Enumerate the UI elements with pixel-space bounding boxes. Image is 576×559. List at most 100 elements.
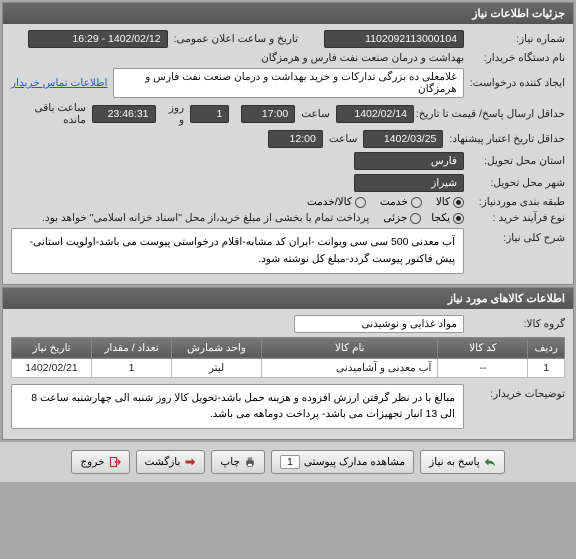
creator-label: ایجاد کننده درخواست: xyxy=(470,77,565,89)
radio-khadmat-label: خدمت xyxy=(380,196,408,208)
th-date: تاریخ نیاز xyxy=(12,337,92,358)
print-icon xyxy=(244,456,256,468)
respond-label: پاسخ به نیاز xyxy=(429,456,479,468)
contract-note: پرداخت تمام یا بخشی از مبلغ خرید،از محل … xyxy=(42,212,369,224)
row-contract: نوع فرآیند خرید : یکجا جزئی پرداخت تمام … xyxy=(11,212,565,224)
deadline-date: 1402/02/14 xyxy=(336,105,414,123)
th-name: نام کالا xyxy=(262,337,438,358)
validity-date: 1402/03/25 xyxy=(363,130,443,148)
table-header-row: ردیف کد کالا نام کالا واحد شمارش تعداد /… xyxy=(12,337,565,358)
announce-label: تاریخ و ساعت اعلان عمومی: xyxy=(174,33,298,45)
cell-date: 1402/02/21 xyxy=(12,358,92,377)
cell-unit: لیتر xyxy=(172,358,262,377)
radio-dot-icon xyxy=(453,197,464,208)
radio-kala[interactable]: کالا xyxy=(436,196,464,208)
th-row: ردیف xyxy=(528,337,565,358)
creator-value: غلامعلی ده بزرگی تدارکات و خرید بهداشت و… xyxy=(113,68,463,98)
row-category: طبقه بندی موردنیاز: کالا خدمت کالا/خدمت xyxy=(11,196,565,208)
group-value: مواد غذایی و نوشیدنی xyxy=(294,315,464,333)
table-row[interactable]: 1 -- آب معدنی و آشامیدنی لیتر 1 1402/02/… xyxy=(12,358,565,377)
deadline-days-lbl: روز و xyxy=(162,102,185,126)
city-value: شیراز xyxy=(354,174,464,192)
goods-panel-header: اطلاعات کالاهای مورد نیاز xyxy=(3,288,573,309)
validity-label: حداقل تاریخ اعتبار پیشنهاد: xyxy=(449,133,565,145)
info-panel: جزئیات اطلاعات نیاز شماره نیاز: 11020921… xyxy=(2,2,574,285)
cell-name: آب معدنی و آشامیدنی xyxy=(262,358,438,377)
radio-dot-icon xyxy=(410,213,421,224)
row-org: نام دستگاه خریدار: بهداشت و درمان صنعت ن… xyxy=(11,52,565,64)
deadline-days: 1 xyxy=(190,105,229,123)
contract-radio-group: یکجا جزئی xyxy=(383,212,464,224)
province-label: استان محل تحویل: xyxy=(470,155,565,167)
need-no-label: شماره نیاز: xyxy=(470,33,565,45)
row-main-desc: شرح کلی نیاز: آب معدنی 500 سی سی ویوانت … xyxy=(11,228,565,274)
row-deadline: حداقل ارسال پاسخ/ قیمت تا تاریخ: 1402/02… xyxy=(11,102,565,126)
org-label: نام دستگاه خریدار: xyxy=(470,52,565,64)
radio-both[interactable]: کالا/خدمت xyxy=(307,196,366,208)
city-label: شهر محل تحویل: xyxy=(470,177,565,189)
info-panel-body: شماره نیاز: 1102092113000104 تاریخ و ساع… xyxy=(3,24,573,284)
attach-label: مشاهده مدارک پیوستی xyxy=(304,456,405,468)
deadline-label: حداقل ارسال پاسخ/ قیمت تا تاریخ: xyxy=(420,108,565,120)
respond-button[interactable]: پاسخ به نیاز xyxy=(420,450,504,474)
exit-label: خروج xyxy=(80,456,104,468)
info-panel-header: جزئیات اطلاعات نیاز xyxy=(3,3,573,24)
reply-icon xyxy=(484,456,496,468)
buyer-note-label: توضیحات خریدار: xyxy=(470,384,565,400)
announce-value: 1402/02/12 - 16:29 xyxy=(28,30,168,48)
buyer-note-value: مبالغ با در نظر گرفتن ارزش افزوده و هزین… xyxy=(11,384,464,430)
cell-row: 1 xyxy=(528,358,565,377)
contract-label: نوع فرآیند خرید : xyxy=(470,212,565,224)
category-radio-group: کالا خدمت کالا/خدمت xyxy=(307,196,464,208)
validity-hour: 12:00 xyxy=(268,130,323,148)
need-no-value: 1102092113000104 xyxy=(324,30,464,48)
back-icon xyxy=(184,456,196,468)
deadline-remain: ساعت باقی مانده xyxy=(11,102,86,126)
radio-full-label: یکجا xyxy=(431,212,450,224)
radio-both-label: کالا/خدمت xyxy=(307,196,352,208)
row-buyer-note: توضیحات خریدار: مبالغ با در نظر گرفتن ار… xyxy=(11,384,565,430)
province-value: فارس xyxy=(354,152,464,170)
main-desc-label: شرح کلی نیاز: xyxy=(470,228,565,244)
deadline-hour: 17:00 xyxy=(241,105,295,123)
contact-link[interactable]: اطلاعات تماس خریدار xyxy=(11,77,107,89)
radio-full[interactable]: یکجا xyxy=(431,212,464,224)
cell-code: -- xyxy=(438,358,528,377)
validity-hour-lbl: ساعت xyxy=(329,133,358,145)
row-city: شهر محل تحویل: شیراز xyxy=(11,174,565,192)
button-bar: پاسخ به نیاز مشاهده مدارک پیوستی 1 چاپ ب… xyxy=(0,442,576,482)
exit-button[interactable]: خروج xyxy=(71,450,129,474)
main-desc-value: آب معدنی 500 سی سی ویوانت -ایران کد مشاب… xyxy=(11,228,464,274)
attach-count: 1 xyxy=(280,455,300,469)
deadline-countdown: 23:46:31 xyxy=(92,105,156,123)
row-validity: حداقل تاریخ اعتبار پیشنهاد: 1402/03/25 س… xyxy=(11,130,565,148)
back-label: بازگشت xyxy=(145,456,181,468)
org-value: بهداشت و درمان صنعت نفت فارس و هرمزگان xyxy=(261,52,464,64)
radio-dot-icon xyxy=(355,197,366,208)
goods-panel: اطلاعات کالاهای مورد نیاز گروه کالا: موا… xyxy=(2,287,574,441)
print-button[interactable]: چاپ xyxy=(211,450,265,474)
row-creator: ایجاد کننده درخواست: غلامعلی ده بزرگی تد… xyxy=(11,68,565,98)
category-label: طبقه بندی موردنیاز: xyxy=(470,196,565,208)
radio-partial-label: جزئی xyxy=(383,212,407,224)
radio-dot-icon xyxy=(453,213,464,224)
th-code: کد کالا xyxy=(438,337,528,358)
items-table: ردیف کد کالا نام کالا واحد شمارش تعداد /… xyxy=(11,337,565,378)
th-unit: واحد شمارش xyxy=(172,337,262,358)
radio-kala-label: کالا xyxy=(436,196,450,208)
radio-partial[interactable]: جزئی xyxy=(383,212,421,224)
group-label: گروه کالا: xyxy=(470,318,565,330)
goods-panel-body: گروه کالا: مواد غذایی و نوشیدنی ردیف کد … xyxy=(3,309,573,440)
th-qty: تعداد / مقدار xyxy=(92,337,172,358)
back-button[interactable]: بازگشت xyxy=(136,450,206,474)
row-province: استان محل تحویل: فارس xyxy=(11,152,565,170)
exit-icon xyxy=(109,456,121,468)
row-group: گروه کالا: مواد غذایی و نوشیدنی xyxy=(11,315,565,333)
row-need-no: شماره نیاز: 1102092113000104 تاریخ و ساع… xyxy=(11,30,565,48)
cell-qty: 1 xyxy=(92,358,172,377)
radio-dot-icon xyxy=(411,197,422,208)
print-label: چاپ xyxy=(220,456,240,468)
attach-button[interactable]: مشاهده مدارک پیوستی 1 xyxy=(271,450,414,474)
deadline-hour-lbl: ساعت xyxy=(301,108,330,120)
radio-khadmat[interactable]: خدمت xyxy=(380,196,422,208)
